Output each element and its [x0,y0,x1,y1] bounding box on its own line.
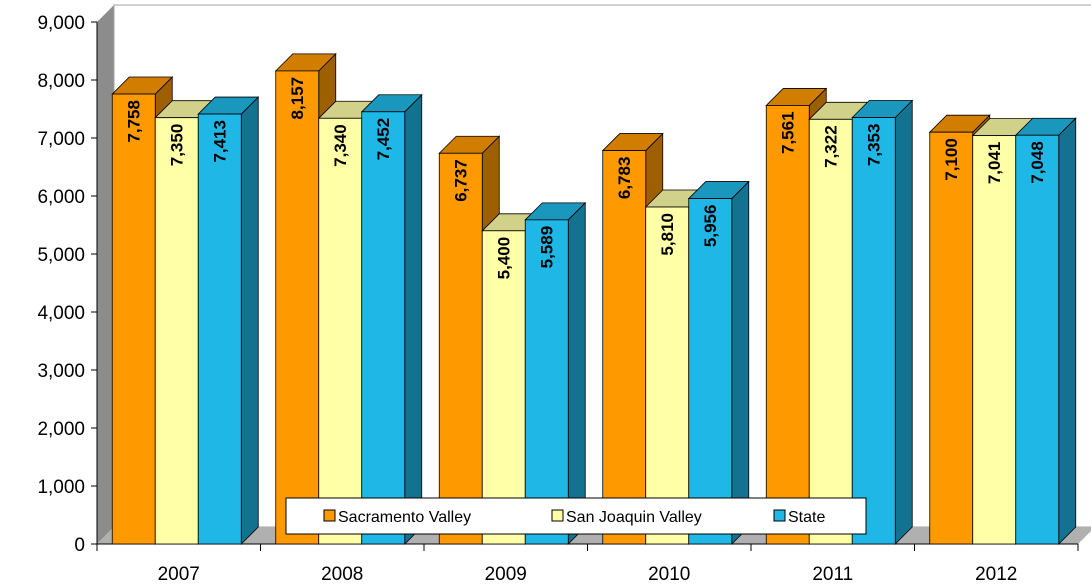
data-label: 7,048 [1028,141,1047,184]
data-label: 5,400 [495,237,514,280]
bar-side [731,180,750,545]
y-tick-label: 6,000 [37,187,85,208]
bar-front [361,111,406,545]
data-label: 5,956 [701,205,720,248]
data-label: 5,810 [658,213,677,256]
data-label: 7,322 [822,125,841,168]
x-tick-label: 2009 [485,564,527,585]
bar-front [524,219,569,545]
data-label: 7,561 [779,111,798,154]
bar-group-2008: 8,157 7,340 7,452 [274,52,423,545]
bar-side [1058,117,1077,545]
bar-group-2012: 7,100 7,041 7,048 [928,114,1077,545]
legend-item: State [773,509,825,526]
y-tick-label: 0 [74,535,85,556]
bar-front [481,230,526,545]
legend-item: Sacramento Valley [323,509,471,526]
data-label: 6,737 [452,159,471,202]
bar-front [851,117,896,545]
bar-front [645,206,690,545]
bar-side [894,99,913,545]
legend: Sacramento Valley San Joaquin Valley State [285,497,867,535]
bar: 7,353 [851,99,914,545]
bar: 7,413 [197,96,260,545]
bar-group-2011: 7,561 7,322 7,353 [765,87,914,545]
x-tick-label: 2010 [648,564,690,585]
bar-front [688,198,733,545]
data-label: 7,041 [985,142,1004,185]
data-label: 7,758 [125,100,144,143]
bar-front [765,105,810,545]
bar-side [240,96,259,545]
bar: 7,452 [360,93,423,545]
x-tick-label: 2007 [158,564,200,585]
data-label: 5,589 [538,226,557,269]
bar-side [404,93,423,545]
bar-side [567,201,586,545]
legend-swatch [323,509,336,522]
bar-front [197,113,242,545]
bar-front [318,117,363,545]
bar-front [438,152,483,545]
y-tick-label: 5,000 [37,245,85,266]
data-label: 8,157 [288,77,307,120]
data-label: 7,452 [374,118,393,161]
legend-label: Sacramento Valley [338,509,471,526]
bar-group-2007: 7,758 7,350 7,413 [111,76,260,545]
y-tick-label: 8,000 [37,71,85,92]
data-label: 7,100 [942,138,961,181]
data-label: 7,350 [168,124,187,167]
bar-front [275,70,320,545]
data-label: 7,340 [331,124,350,167]
data-label: 7,413 [211,120,230,163]
x-tick-label: 2011 [812,564,853,585]
legend-item: San Joaquin Valley [551,509,702,526]
bar-group-2010: 6,783 5,810 5,956 [601,132,750,545]
bar-front [602,150,647,545]
legend-swatch [551,509,564,522]
y-tick-label: 4,000 [37,303,85,324]
legend-swatch [773,509,786,522]
bar-front [808,118,853,545]
legend-box [285,497,867,535]
data-label: 7,353 [865,124,884,167]
y-tick-label: 2,000 [37,419,85,440]
bar: 5,956 [687,180,750,545]
y-tick-label: 7,000 [37,129,85,150]
x-tick-label: 2012 [975,564,1017,585]
bar-front [154,117,199,545]
side-wall [97,5,114,544]
bar-front [972,135,1017,545]
x-tick-label: 2008 [321,564,363,585]
y-tick-label: 9,000 [37,13,85,34]
legend-label: State [788,509,825,526]
legend-label: San Joaquin Valley [566,509,702,526]
y-tick-label: 1,000 [37,477,85,498]
bar: 5,589 [524,201,587,545]
bar-front [111,93,156,545]
bar: 7,048 [1014,117,1077,545]
bar-front [929,131,974,545]
y-tick-label: 3,000 [37,361,85,382]
bar-group-2009: 6,737 5,400 5,589 [438,135,587,545]
bar-front [1015,134,1060,545]
data-label: 6,783 [615,157,634,200]
